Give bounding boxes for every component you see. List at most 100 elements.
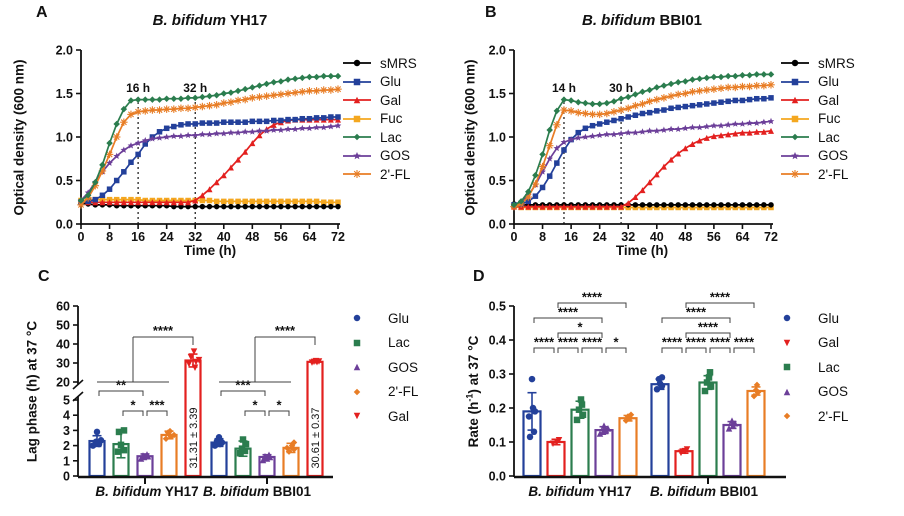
svg-text:4: 4 xyxy=(63,409,70,423)
svg-text:****: **** xyxy=(686,305,707,320)
svg-text:**: ** xyxy=(116,378,127,393)
svg-text:48: 48 xyxy=(678,230,692,244)
legend-label: Lac xyxy=(380,129,402,145)
panel-C-legend: Glu Lac GOS 2'-FL Gal xyxy=(350,306,418,429)
series-GOS xyxy=(510,117,775,208)
panel-B-title-rest: BBI01 xyxy=(655,12,702,29)
svg-text:16: 16 xyxy=(564,230,578,244)
bar-GOS-group0 xyxy=(594,429,614,478)
panel-A-xlabel: Time (h) xyxy=(183,243,237,258)
legend-label: Lac xyxy=(818,129,840,145)
svg-text:0: 0 xyxy=(78,230,85,244)
fuc-line-marker-icon xyxy=(780,112,810,126)
legend-entry-gos: GOS xyxy=(780,380,848,405)
panel-C-label: C xyxy=(38,268,50,285)
bar-2'-FL-group0 xyxy=(160,433,178,478)
legend-label: 2'-FL xyxy=(818,166,849,182)
svg-text:64: 64 xyxy=(735,230,749,244)
lac-line-marker-icon xyxy=(780,130,810,144)
panel-B-ylabel: Optical density (600 nm) xyxy=(462,59,478,216)
glu-marker-icon xyxy=(780,311,794,325)
svg-text:32: 32 xyxy=(188,230,202,244)
significance-brackets: *** *********** ***** xyxy=(97,323,316,416)
bar-2'-FL-group1 xyxy=(746,389,766,478)
panel-D-ylabel: Rate (h-1) at 37 °C xyxy=(462,292,482,492)
svg-text:72: 72 xyxy=(331,230,345,244)
panel-A-title-italic: B. bifidum xyxy=(152,12,226,29)
panel-B-title-italic: B. bifidum xyxy=(581,12,656,29)
gos-line-marker-icon xyxy=(342,149,372,163)
legend-label: Gal xyxy=(818,92,840,108)
svg-text:0.0: 0.0 xyxy=(489,218,506,232)
panel-D-legend: Glu Gal Lac GOS 2'-FL xyxy=(780,306,848,429)
bar-value-label: 31.31 ± 3.39 xyxy=(188,407,200,468)
legend-label: Gal xyxy=(380,92,402,108)
svg-text:0.2: 0.2 xyxy=(489,402,506,416)
legend-label: Glu xyxy=(380,74,402,90)
svg-text:*: * xyxy=(276,398,282,413)
svg-text:40: 40 xyxy=(217,230,231,244)
glu-line-marker-icon xyxy=(342,75,372,89)
svg-text:32: 32 xyxy=(621,230,635,244)
svg-text:1.5: 1.5 xyxy=(56,87,73,101)
legend-entry-fuc: Fuc xyxy=(780,110,855,129)
svg-text:****: **** xyxy=(710,290,731,305)
svg-text:0.5: 0.5 xyxy=(56,174,73,188)
gos-marker-icon xyxy=(780,385,794,399)
panel-C: 60 50 40 30 20 5 4 3 2 1 0 31.31 ± 3.39 30.61 ± 0.37… xyxy=(0,258,452,516)
panel-D-group-label-bbi01: B. bifidum BBI01 xyxy=(629,484,779,499)
svg-text:0.5: 0.5 xyxy=(489,300,506,314)
series-Lac xyxy=(77,72,342,204)
lac-marker-icon xyxy=(780,360,794,374)
svg-text:56: 56 xyxy=(707,230,721,244)
svg-text:***: *** xyxy=(235,378,251,393)
panel-B-title: B. bifidum BBI01 xyxy=(492,12,792,29)
svg-text:****: **** xyxy=(734,335,755,350)
glu-marker-icon xyxy=(350,311,364,325)
panel-A-label: A xyxy=(36,4,48,21)
panel-D-plot-svg: 0.00.10.20.30.40.5**** **** **** **********… xyxy=(489,290,786,484)
legend-label: Glu xyxy=(388,310,410,326)
group-name-rest: YH17 xyxy=(594,484,632,499)
legend-entry-gal: Gal xyxy=(780,331,848,356)
group-name-italic: B. bifidum xyxy=(202,484,269,499)
bars-Lac xyxy=(112,427,252,478)
series-Gal xyxy=(511,127,774,210)
svg-text:8: 8 xyxy=(106,230,113,244)
svg-text:16 h: 16 h xyxy=(126,81,150,95)
lac-marker-icon xyxy=(350,336,364,350)
legend-entry-gal: Gal xyxy=(350,404,418,429)
svg-text:60: 60 xyxy=(56,300,70,314)
legend-entry-fuc: Fuc xyxy=(342,110,417,129)
legend-label: Gal xyxy=(818,335,840,351)
svg-text:****: **** xyxy=(686,335,707,350)
ylabel-sup: -1 xyxy=(464,393,475,402)
svg-text:0.0: 0.0 xyxy=(489,470,506,484)
legend-label: Lac xyxy=(818,359,840,375)
group-name-rest: BBI01 xyxy=(268,484,312,499)
gos-marker-icon xyxy=(350,360,364,374)
svg-text:2: 2 xyxy=(63,439,70,453)
legend-label: GOS xyxy=(818,384,849,400)
svg-text:****: **** xyxy=(582,290,603,305)
panel-A-plot-svg: 0.0 0.5 1.0 1.5 2.0 0 8 16 24 32 40 48 56 64 72 16 h 32 … xyxy=(56,44,345,245)
svg-text:0.3: 0.3 xyxy=(489,368,506,382)
svg-text:24: 24 xyxy=(160,230,174,244)
bars-GOS xyxy=(594,417,742,478)
svg-text:30 h: 30 h xyxy=(609,81,633,95)
legend-label: 2'-FL xyxy=(380,166,411,182)
panel-D: 0.0 0.1 0.2 0.3 0.4 0.5 **** **** **** * * **** ****… xyxy=(452,258,904,516)
legend-label: sMRS xyxy=(818,55,855,71)
svg-text:16: 16 xyxy=(131,230,145,244)
svg-text:****: **** xyxy=(558,335,579,350)
panel-A: 0.0 0.5 1.0 1.5 2.0 0 8 16 24 32 40 48 56 64 72 16 h 32 … xyxy=(0,0,452,258)
panel-B-label: B xyxy=(485,4,497,21)
svg-text:0.1: 0.1 xyxy=(489,436,506,450)
2fl-line-marker-icon xyxy=(780,167,810,181)
legend-label: GOS xyxy=(818,148,849,164)
legend-label: GOS xyxy=(380,148,411,164)
svg-text:*: * xyxy=(577,320,583,335)
legend-label: 2'-FL xyxy=(388,384,419,400)
